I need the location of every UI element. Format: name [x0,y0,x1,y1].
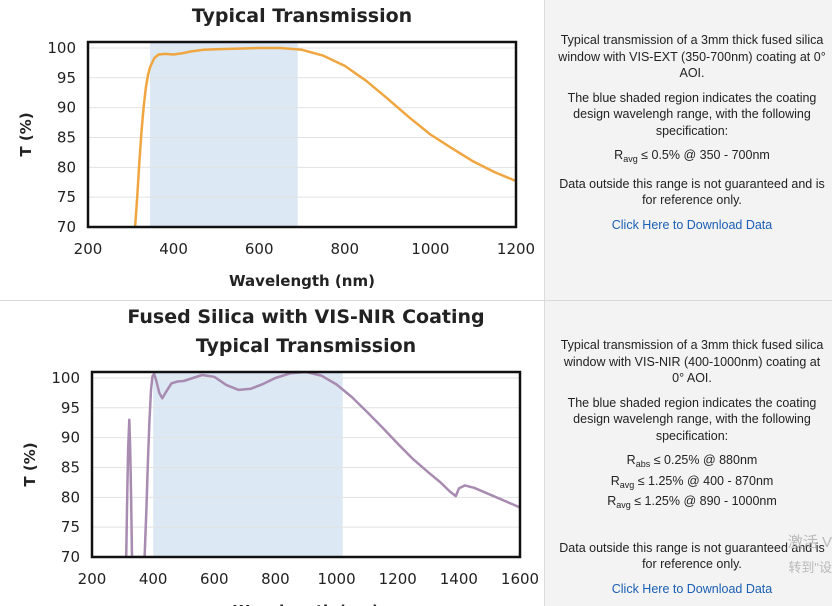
transmission-chart-1: Typical Transmission 70 75 80 85 90 95 100 200 40… [17,5,535,290]
description-text: Data outside this range is not guarantee… [559,540,825,572]
y-tick-label: 100 [51,369,80,387]
spec-line: Ravg ≤ 1.25% @ 890 - 1000nm [557,493,827,514]
x-tick-label: 1200 [497,240,535,258]
x-tick-label: 400 [139,570,168,588]
x-tick-label: 1000 [317,570,355,588]
description-2: Typical transmission of a 3mm thick fuse… [557,337,827,597]
x-tick-label: 200 [78,570,107,588]
x-tick-label: 600 [200,570,229,588]
y-tick-label: 70 [61,548,80,566]
x-tick-label: 1000 [411,240,449,258]
y-tick-label: 80 [57,158,76,176]
y-tick-label: 70 [57,218,76,236]
spec-subscript: abs [635,459,651,469]
transmission-series-line [133,46,516,227]
description-text: The blue shaded region indicates the coa… [567,395,817,443]
description-1: Typical transmission of a 3mm thick fuse… [557,32,827,233]
y-tick-label: 80 [61,488,80,506]
spec-list: Ravg ≤ 0.5% @ 350 - 700nm [557,147,827,168]
description-text: The blue shaded region indicates the coa… [567,90,817,138]
spec-subscript: avg [619,479,635,490]
spec-line: Ravg ≤ 0.5% @ 350 - 700nm [557,147,827,168]
y-tick-label: 95 [61,399,80,417]
y-tick-label: 90 [61,429,80,447]
watermark-text: 转到"设 [788,560,832,575]
chart-cell-1: Typical Transmission 70 75 80 85 90 95 100 200 40… [0,0,544,300]
description-cell-1: Typical transmission of a 3mm thick fuse… [544,0,832,300]
download-data-link[interactable]: Click Here to Download Data [611,217,773,232]
spec-symbol: R [607,494,617,508]
x-axis-label: Wavelength (nm) [233,602,379,606]
y-tick-label: 75 [57,188,76,206]
y-tick-label: 95 [57,69,76,87]
description-text: Typical transmission of a 3mm thick fuse… [558,33,826,80]
y-tick-label: 90 [57,99,76,117]
spec-line: Rabs ≤ 0.25% @ 880nm [557,452,827,473]
spec-symbol: R [610,473,620,488]
spec-list: Rabs ≤ 0.25% @ 880nm Ravg ≤ 1.25% @ 400 -… [557,452,827,514]
chart-title: Fused Silica with VIS-NIR Coating [127,306,484,328]
spec-value: ≤ 1.25% @ 400 - 870nm [634,473,774,488]
spec-value: ≤ 0.5% @ 350 - 700nm [637,148,770,162]
product-row-2: Fused Silica with VIS-NIR Coating Typical… [0,301,832,606]
y-tick-label: 100 [47,39,76,57]
chart-cell-2: Fused Silica with VIS-NIR Coating Typical… [0,301,544,606]
x-tick-label: 200 [74,240,103,258]
download-data-link[interactable]: Click Here to Download Data [611,581,773,596]
coating-range-shading [150,42,298,227]
x-tick-label: 400 [159,240,188,258]
y-tick-label: 85 [61,458,80,476]
spec-line: Ravg ≤ 1.25% @ 400 - 870nm [557,473,827,494]
x-tick-label: 1200 [379,570,417,588]
x-tick-label: 800 [261,570,290,588]
product-row-1: Typical Transmission 70 75 80 85 90 95 100 200 40… [0,0,832,301]
x-tick-label: 1400 [440,570,478,588]
spec-symbol: R [626,453,636,467]
spec-subscript: avg [616,500,631,510]
spec-value: ≤ 0.25% @ 880nm [650,453,758,467]
transmission-chart-2: Fused Silica with VIS-NIR Coating Typical… [21,306,539,606]
coating-range-shading [153,372,343,557]
description-text: Typical transmission of a 3mm thick fuse… [560,338,824,385]
y-tick-label: 85 [57,128,76,146]
y-axis-label: T (%) [21,442,39,486]
spec-value: ≤ 1.25% @ 890 - 1000nm [630,494,777,508]
plot-frame [90,370,522,559]
y-axis-label: T (%) [17,112,35,156]
spec-subscript: avg [623,154,638,164]
spec-symbol: R [614,148,624,162]
plot-frame [86,40,518,229]
x-axis-label: Wavelength (nm) [229,272,375,290]
description-text: Data outside this range is not guarantee… [559,176,825,208]
chart-title: Typical Transmission [192,5,412,27]
x-tick-label: 800 [330,240,359,258]
chart-title: Typical Transmission [196,335,416,357]
description-cell-2: Typical transmission of a 3mm thick fuse… [544,301,832,606]
transmission-series-line [124,372,520,557]
watermark-text: 激活 V [787,534,832,551]
x-tick-label: 600 [245,240,274,258]
y-tick-label: 75 [61,518,80,536]
x-tick-label: 1600 [501,570,539,588]
